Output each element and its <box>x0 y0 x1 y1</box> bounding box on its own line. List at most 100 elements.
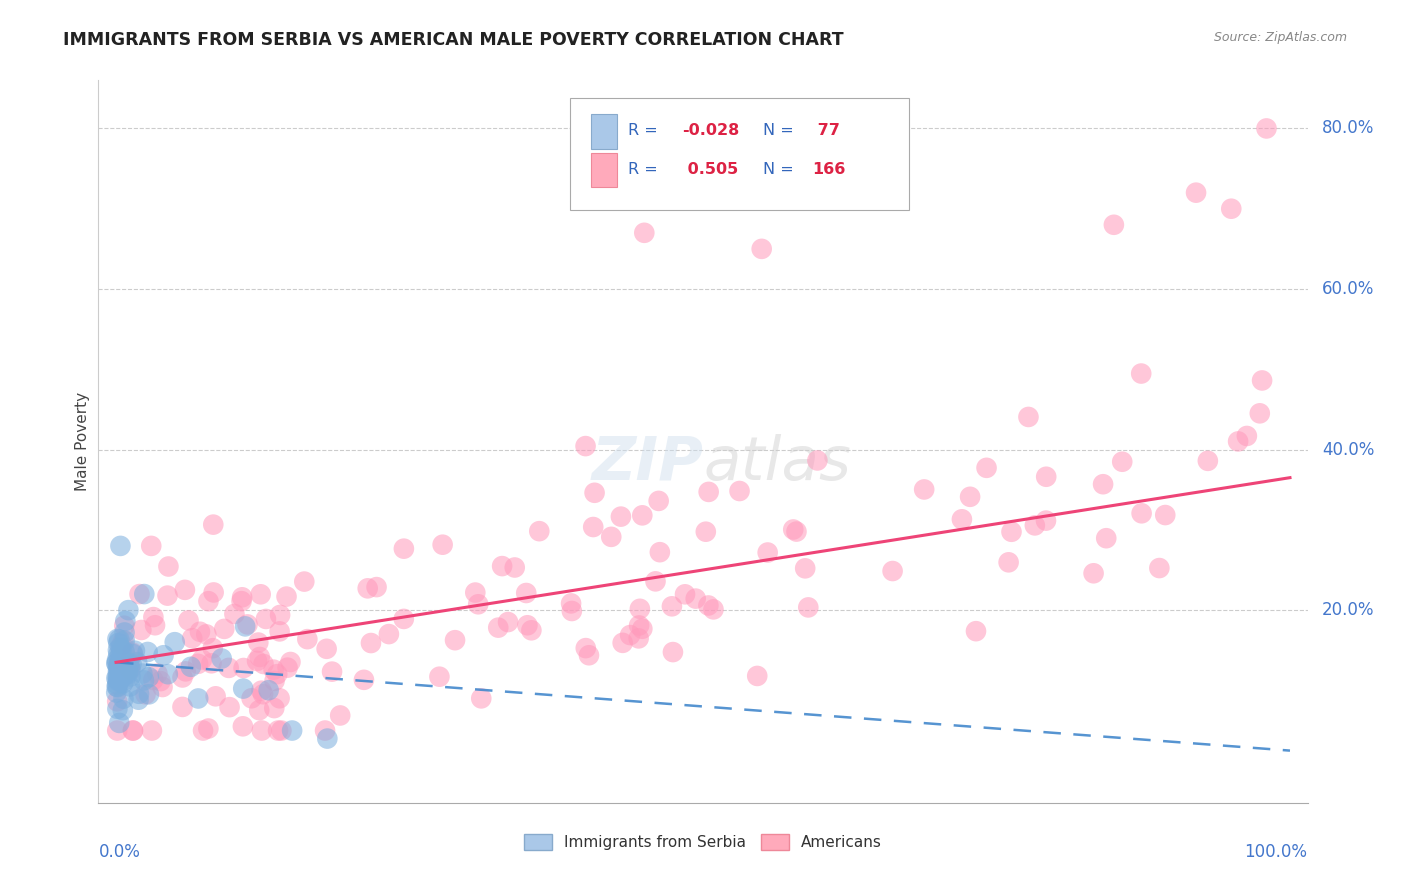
Point <box>467 597 489 611</box>
Point <box>108 715 131 730</box>
Point <box>247 635 270 649</box>
Point <box>114 673 136 687</box>
Point <box>785 524 807 539</box>
Point <box>135 687 157 701</box>
Point <box>965 624 987 639</box>
Point <box>628 602 651 616</box>
Point <box>503 560 526 574</box>
Point <box>1095 531 1118 545</box>
Point <box>110 644 132 658</box>
Point <box>114 667 136 681</box>
Point <box>111 676 134 690</box>
Point <box>201 641 224 656</box>
Point <box>197 594 219 608</box>
Point <box>486 621 509 635</box>
Point <box>685 591 707 606</box>
Point <box>224 607 246 621</box>
Point <box>269 691 291 706</box>
Point <box>1130 506 1153 520</box>
Point <box>110 656 132 670</box>
Point <box>118 680 141 694</box>
Point <box>1236 429 1258 443</box>
Point <box>107 643 129 657</box>
Text: IMMIGRANTS FROM SERBIA VS AMERICAN MALE POVERTY CORRELATION CHART: IMMIGRANTS FROM SERBIA VS AMERICAN MALE … <box>63 31 844 49</box>
Point <box>218 700 240 714</box>
Point <box>105 694 128 708</box>
Point <box>156 667 179 681</box>
Point <box>631 508 654 523</box>
Point <box>188 624 211 639</box>
Point <box>117 667 139 681</box>
Point <box>114 633 136 648</box>
Point <box>141 539 163 553</box>
Point <box>231 591 253 605</box>
Point <box>429 670 451 684</box>
Point <box>233 619 256 633</box>
Point <box>269 607 291 622</box>
Point <box>1035 514 1057 528</box>
Point <box>269 624 291 639</box>
Point <box>214 622 236 636</box>
Point <box>172 700 194 714</box>
Point <box>105 657 128 671</box>
Point <box>110 647 132 661</box>
Point <box>329 708 352 723</box>
Point <box>252 657 274 671</box>
Point <box>1249 406 1271 420</box>
Point <box>200 657 222 671</box>
Point <box>128 587 150 601</box>
Point <box>218 661 240 675</box>
Point <box>252 687 274 701</box>
Point <box>107 661 129 675</box>
Legend: Immigrants from Serbia, Americans: Immigrants from Serbia, Americans <box>517 829 889 856</box>
Point <box>432 538 454 552</box>
Point <box>110 539 132 553</box>
Point <box>195 627 218 641</box>
Text: N =: N = <box>763 123 800 138</box>
Point <box>156 589 179 603</box>
Text: 166: 166 <box>811 161 845 177</box>
Text: 60.0%: 60.0% <box>1322 280 1375 298</box>
Point <box>136 645 159 659</box>
Point <box>249 650 271 665</box>
Point <box>270 723 292 738</box>
Point <box>392 612 415 626</box>
Point <box>1220 202 1243 216</box>
Point <box>138 670 160 684</box>
Point <box>782 523 804 537</box>
Point <box>747 669 769 683</box>
Point <box>152 648 174 663</box>
FancyBboxPatch shape <box>591 153 617 187</box>
Point <box>131 623 153 637</box>
Point <box>105 656 128 670</box>
Text: 77: 77 <box>811 123 839 138</box>
Point <box>115 658 138 673</box>
Point <box>1035 469 1057 483</box>
Point <box>120 669 142 683</box>
Point <box>191 652 214 666</box>
Point <box>127 655 149 669</box>
Point <box>516 618 538 632</box>
Text: 80.0%: 80.0% <box>1322 120 1375 137</box>
Point <box>470 691 492 706</box>
Point <box>882 564 904 578</box>
Point <box>110 640 132 655</box>
Point <box>628 618 651 632</box>
Point <box>661 599 683 614</box>
Point <box>633 226 655 240</box>
Point <box>177 613 200 627</box>
Point <box>321 665 343 679</box>
Point <box>1024 518 1046 533</box>
Point <box>277 660 299 674</box>
Point <box>444 633 467 648</box>
Point <box>240 691 263 706</box>
Point <box>111 662 134 676</box>
Point <box>257 683 280 698</box>
Point <box>574 439 596 453</box>
Point <box>107 632 129 646</box>
Point <box>292 574 315 589</box>
Point <box>263 673 285 688</box>
FancyBboxPatch shape <box>591 114 617 149</box>
Point <box>142 610 165 624</box>
Point <box>702 602 724 616</box>
